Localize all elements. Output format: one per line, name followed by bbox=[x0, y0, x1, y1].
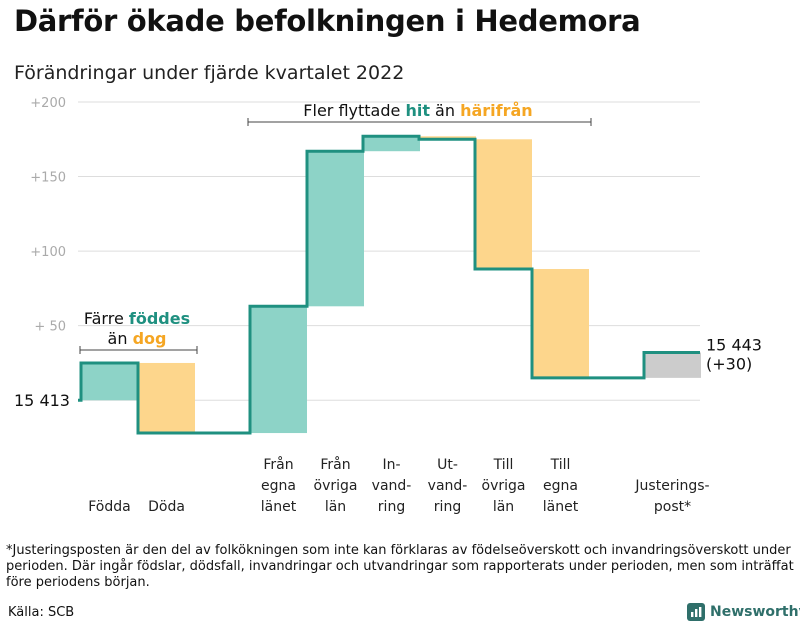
annotation-text: än bbox=[108, 329, 133, 348]
annotation-line: Färre föddes bbox=[84, 309, 190, 328]
annotation-text: Färre bbox=[84, 309, 129, 328]
category-label: övriga bbox=[482, 478, 526, 494]
annotation-highlight: föddes bbox=[129, 309, 190, 328]
category-label: Döda bbox=[148, 499, 185, 515]
brand-logo: Newsworthy bbox=[687, 603, 800, 621]
category-label: vand- bbox=[372, 478, 412, 494]
category-label: Födda bbox=[88, 499, 130, 515]
brand-name: Newsworthy bbox=[710, 604, 800, 620]
annotation-text: än bbox=[430, 101, 460, 120]
source-label: Källa: SCB bbox=[8, 605, 75, 620]
category-label: ring bbox=[378, 499, 405, 515]
category-label: post* bbox=[654, 499, 691, 515]
annotation-highlight: härifrån bbox=[460, 101, 533, 120]
chart-title: Därför ökade befolkningen i Hedemora bbox=[14, 4, 641, 38]
y-tick-label: +200 bbox=[30, 96, 66, 111]
category-label: län bbox=[493, 499, 514, 515]
waterfall-bar bbox=[532, 269, 589, 378]
y-tick-label: +100 bbox=[30, 245, 66, 260]
category-label: vand- bbox=[428, 478, 468, 494]
category-label: länet bbox=[543, 499, 579, 515]
end-change-label: (+30) bbox=[706, 355, 752, 374]
annotation-text: Fler flyttade bbox=[303, 101, 405, 120]
category-label: län bbox=[325, 499, 346, 515]
category-label: Från bbox=[320, 456, 350, 473]
annotation-highlight: hit bbox=[405, 101, 430, 120]
category-label: Från bbox=[263, 456, 293, 473]
end-value-label: 15 443 bbox=[706, 336, 762, 355]
category-label: egna bbox=[261, 478, 296, 494]
footnote: *Justeringsposten är den del av folkökni… bbox=[6, 543, 794, 590]
category-label: länet bbox=[261, 499, 297, 515]
category-label: Till bbox=[550, 457, 571, 473]
waterfall-bar bbox=[138, 362, 195, 434]
y-tick-label: +150 bbox=[30, 171, 66, 186]
category-label: In- bbox=[382, 457, 400, 473]
waterfall-chart: +200 +150 +100 + 50 15 413 15 443(+30) Födda Dö… bbox=[14, 96, 762, 515]
category-label: ring bbox=[434, 499, 461, 515]
annotation-line: än dog bbox=[108, 329, 167, 348]
waterfall-bar bbox=[81, 362, 138, 401]
waterfall-bar bbox=[250, 306, 307, 434]
category-label: Ut- bbox=[437, 457, 458, 473]
annotation-migration: Fler flyttade hit än härifrån bbox=[247, 101, 592, 126]
waterfall-bar bbox=[644, 352, 701, 378]
category-label: Justerings- bbox=[634, 478, 709, 494]
waterfall-bar bbox=[307, 151, 364, 307]
category-label: Till bbox=[493, 457, 514, 473]
chart-subtitle: Förändringar under fjärde kvartalet 2022 bbox=[14, 62, 405, 84]
waterfall-bar bbox=[475, 139, 532, 270]
cumulative-step-line bbox=[78, 134, 700, 435]
category-label: egna bbox=[543, 478, 578, 494]
newsworthy-logo-icon bbox=[687, 603, 705, 621]
category-label: övriga bbox=[314, 478, 358, 494]
waterfall-bar bbox=[363, 136, 420, 152]
start-value-label: 15 413 bbox=[14, 391, 70, 410]
y-tick-label: + 50 bbox=[34, 320, 66, 335]
annotation-highlight: dog bbox=[133, 329, 167, 348]
annotation-line: Fler flyttade hit än härifrån bbox=[303, 101, 532, 120]
